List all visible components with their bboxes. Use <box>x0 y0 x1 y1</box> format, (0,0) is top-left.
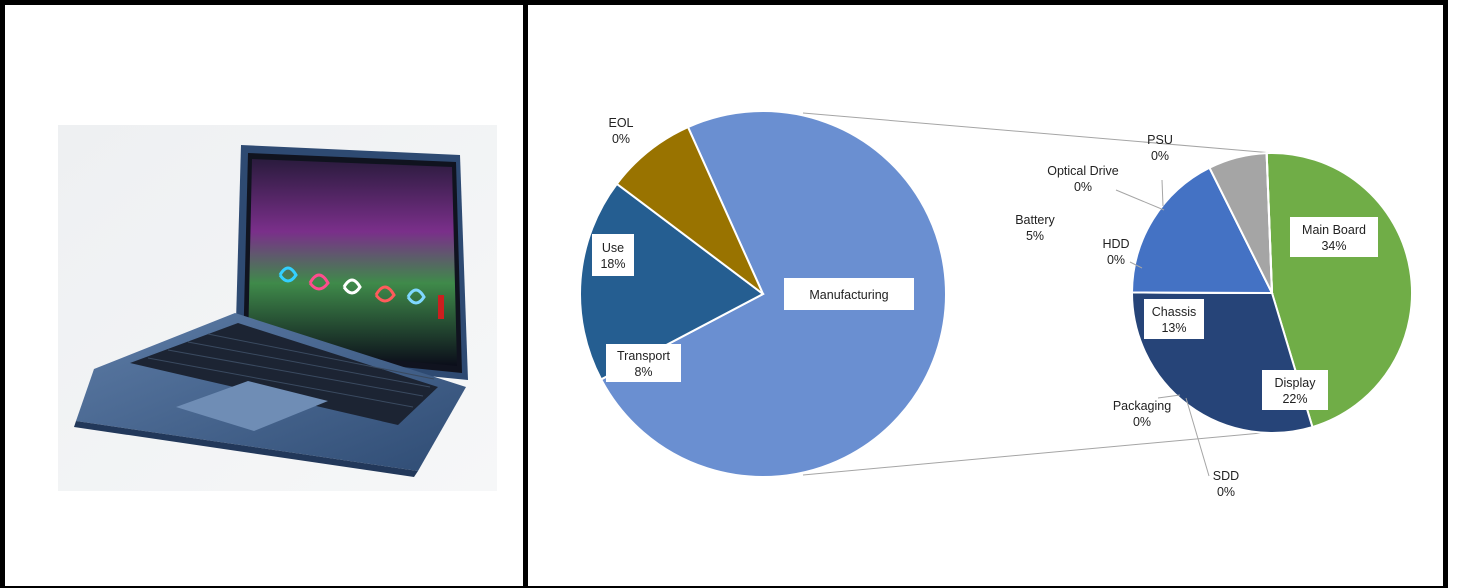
breakdown-value-chassis: 13% <box>1161 321 1186 335</box>
main-slice-manufacturing <box>599 110 947 478</box>
breakdown-leader-optical-drive <box>1115 189 1165 211</box>
breakdown-value-sdd: 0% <box>1217 485 1235 499</box>
pie-labels: Manufacturing EOL 0% Use 18% Transport 8% Main … <box>592 116 1378 499</box>
leader-lines <box>1115 179 1210 477</box>
main-label-eol: EOL <box>608 116 633 130</box>
breakdown-value-optical-drive: 0% <box>1074 180 1092 194</box>
breakdown-label-display: Display <box>1275 376 1317 390</box>
main-label-transport: Transport <box>617 349 671 363</box>
breakdown-label-box-chassis <box>1144 299 1204 339</box>
breakdown-value-packaging: 0% <box>1133 415 1151 429</box>
main-label-box-manufacturing <box>784 278 914 310</box>
main-label-manufacturing: Manufacturing <box>809 288 888 302</box>
main-label-box-use <box>592 234 634 276</box>
connector-lines <box>802 112 1274 476</box>
breakdown-value-battery: 5% <box>1026 229 1044 243</box>
breakdown-label-hdd: HDD <box>1102 237 1129 251</box>
breakdown-leader-packaging <box>1157 394 1181 399</box>
breakdown-value-hdd: 0% <box>1107 253 1125 267</box>
breakdown-label-packaging: Packaging <box>1113 399 1171 413</box>
connector-line-bottom <box>802 431 1273 476</box>
breakdown-slice-chassis <box>1130 166 1274 295</box>
pie-main <box>579 110 947 478</box>
breakdown-label-optical-drive: Optical Drive <box>1047 164 1119 178</box>
breakdown-label-box-main-board <box>1290 217 1378 257</box>
breakdown-value-main-board: 34% <box>1321 239 1346 253</box>
main-slice-transport <box>615 125 764 295</box>
breakdown-label-battery: Battery <box>1015 213 1055 227</box>
breakdown-leader-psu <box>1161 179 1164 207</box>
laptop-photo <box>58 125 497 491</box>
breakdown-label-psu: PSU <box>1147 133 1173 147</box>
breakdown-value-psu: 0% <box>1151 149 1169 163</box>
main-value-use: 18% <box>600 257 625 271</box>
breakdown-label-chassis: Chassis <box>1152 305 1196 319</box>
breakdown-value-display: 22% <box>1282 392 1307 406</box>
main-label-use: Use <box>602 241 624 255</box>
connector-line-top <box>802 112 1274 154</box>
breakdown-label-sdd: SDD <box>1213 469 1239 483</box>
main-value-eol: 0% <box>612 132 630 146</box>
main-slice-use <box>579 182 765 381</box>
breakdown-leader-sdd <box>1185 397 1210 477</box>
main-value-transport: 8% <box>634 365 652 379</box>
breakdown-leader-hdd <box>1129 261 1143 269</box>
breakdown-label-main-board: Main Board <box>1302 223 1366 237</box>
breakdown-label-box-display <box>1262 370 1328 410</box>
main-label-box-transport <box>606 344 681 382</box>
breakdown-slice-psu <box>1265 153 1273 294</box>
